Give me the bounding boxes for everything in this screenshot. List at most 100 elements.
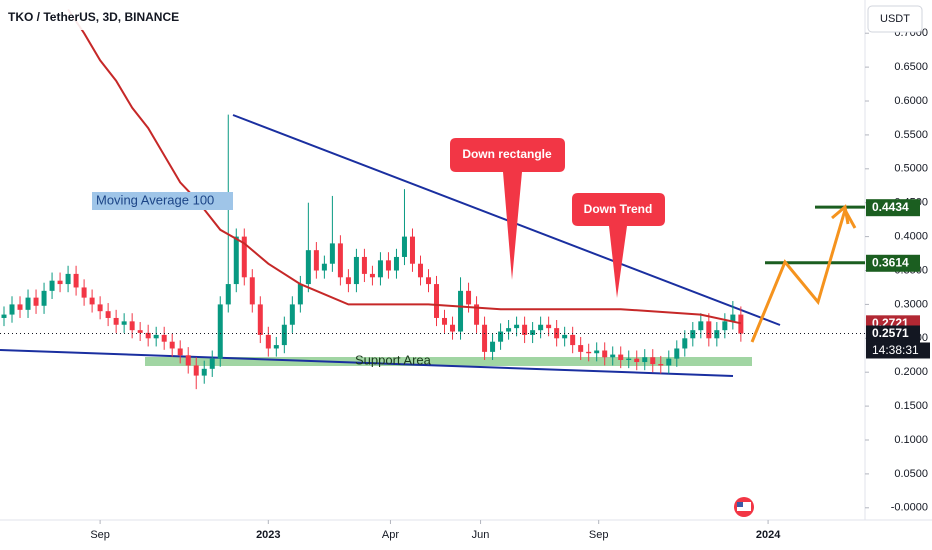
- candles: [0, 8, 865, 390]
- candle-body: [65, 273, 71, 285]
- candle-body: [1, 314, 7, 318]
- candle-body: [289, 304, 295, 325]
- candle-body: [514, 324, 520, 329]
- candle-body: [361, 256, 367, 274]
- candle-body: [377, 260, 383, 278]
- candle-body: [401, 236, 407, 257]
- candle-body: [129, 321, 135, 331]
- candle-body: [506, 328, 512, 332]
- candle-body: [458, 290, 464, 332]
- projection-arrowhead: [831, 204, 850, 225]
- currency-label[interactable]: USDT: [880, 13, 910, 25]
- candle-body: [490, 341, 496, 352]
- candle-body: [642, 357, 648, 363]
- y-tick-label: 0.2000: [894, 366, 928, 378]
- candle-body: [201, 368, 207, 376]
- candle-body: [265, 334, 271, 349]
- candle-body: [602, 350, 608, 358]
- candle-body: [225, 284, 231, 305]
- callout: [450, 138, 565, 280]
- candle-body: [650, 357, 656, 365]
- candle-body: [674, 348, 680, 359]
- candle-body: [273, 345, 279, 349]
- y-tick-label: 0.1000: [894, 434, 928, 446]
- price-label: 0.3614: [872, 255, 909, 269]
- candle-body: [113, 317, 119, 325]
- countdown: 14:38:31: [872, 343, 919, 357]
- candle-body: [9, 304, 15, 315]
- candle-body: [233, 236, 239, 285]
- candle-body: [538, 324, 544, 331]
- x-tick-label: 2024: [756, 529, 781, 541]
- y-tick-label: 0.5000: [894, 163, 928, 175]
- candle-body: [353, 256, 359, 285]
- x-tick-label: 2023: [256, 529, 280, 541]
- candle-body: [241, 236, 247, 278]
- candle-body: [610, 354, 616, 358]
- candle-body: [393, 256, 399, 271]
- price-label-box: [866, 199, 920, 217]
- candle-body: [482, 324, 488, 352]
- candle-body: [409, 236, 415, 264]
- support-line: [0, 349, 734, 377]
- candle-body: [442, 317, 448, 325]
- y-tick-label: 0.1500: [894, 400, 928, 412]
- candle-body: [217, 304, 223, 359]
- candle-body: [105, 311, 111, 318]
- candle-body: [474, 304, 480, 325]
- candle-body: [369, 273, 375, 278]
- candle-body: [450, 324, 456, 332]
- candle-body: [41, 290, 47, 306]
- candle-body: [145, 332, 151, 339]
- x-tick-label: Jun: [472, 529, 490, 541]
- candle-body: [329, 243, 335, 264]
- candle-body: [313, 250, 319, 271]
- candle-body: [57, 280, 63, 285]
- candle-body: [153, 334, 159, 339]
- candle-body: [530, 330, 536, 335]
- moving-average-line: [67, 8, 742, 325]
- currency-button[interactable]: [867, 5, 923, 33]
- price-label-box: [866, 254, 920, 272]
- candle-body: [209, 358, 215, 369]
- candle-body: [345, 277, 351, 285]
- price-label: 0.2571: [872, 326, 909, 340]
- candle-body: [634, 358, 640, 363]
- candle-body: [738, 314, 744, 334]
- candle-body: [193, 365, 199, 376]
- support-label: Support Area: [355, 352, 432, 367]
- support-area: [145, 357, 752, 366]
- y-tick-label: 0.3000: [894, 298, 928, 310]
- x-tick-label: Apr: [382, 529, 399, 541]
- callout-label: Down Trend: [584, 202, 653, 216]
- candle-body: [257, 304, 263, 335]
- candle-body: [658, 364, 664, 366]
- candle-body: [522, 324, 528, 335]
- candle-body: [137, 330, 143, 333]
- candle-body: [121, 321, 127, 325]
- candle-body: [321, 263, 327, 271]
- candle-body: [730, 314, 736, 322]
- candle-body: [498, 331, 504, 342]
- candle-body: [385, 260, 391, 271]
- candle-body: [562, 334, 568, 339]
- candle-body: [33, 297, 39, 306]
- candle-body: [434, 284, 440, 318]
- y-tick-label: 0.5500: [894, 129, 928, 141]
- candle-body: [73, 273, 79, 288]
- candle-body: [185, 355, 191, 366]
- projection-arrow: [750, 206, 857, 343]
- candle-body: [722, 321, 728, 331]
- candle-body: [570, 334, 576, 346]
- ma-label: Moving Average 100: [96, 192, 214, 207]
- candle-body: [281, 324, 287, 346]
- y-tick-label: 0.6000: [894, 95, 928, 107]
- y-tick-label: 0.4000: [894, 231, 928, 243]
- candle-body: [690, 330, 696, 339]
- candle-body: [49, 280, 55, 291]
- candle-body: [337, 243, 343, 278]
- y-tick-label: 0.0500: [894, 468, 928, 480]
